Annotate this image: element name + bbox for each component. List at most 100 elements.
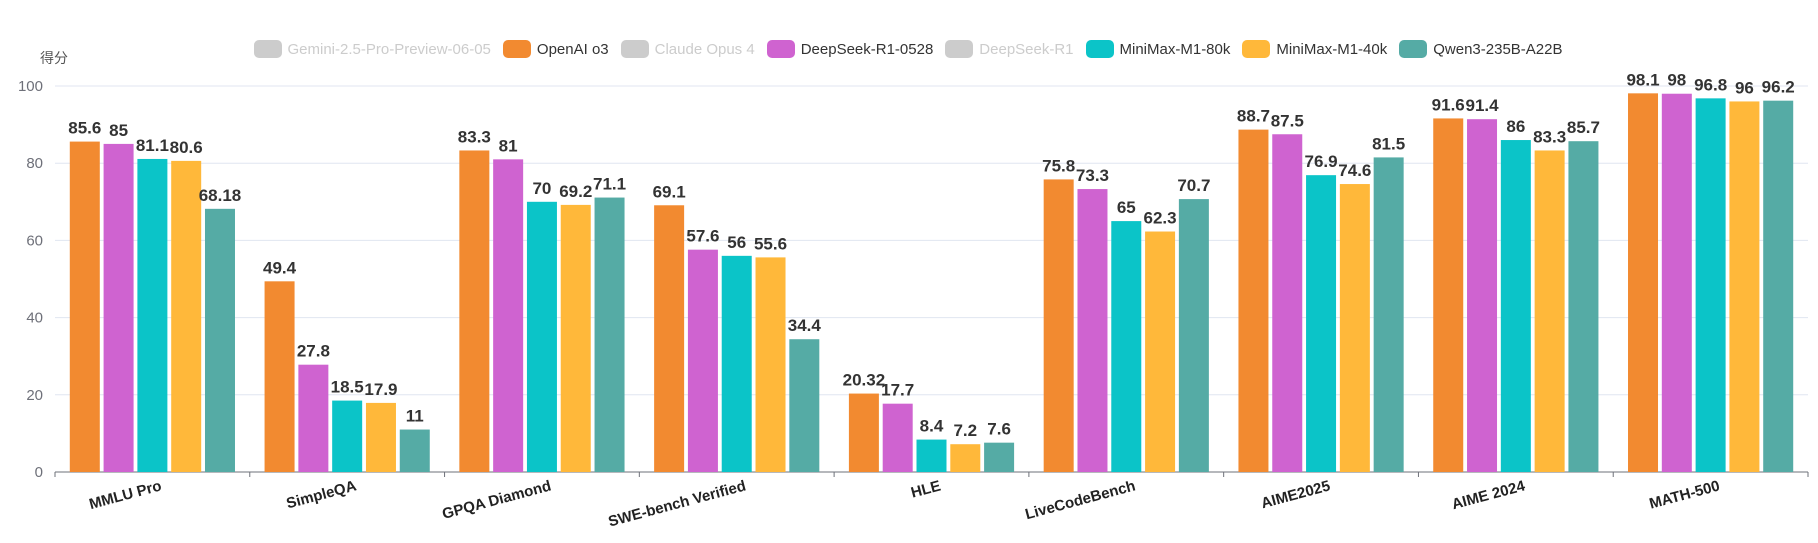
x-tick-label: MATH-500: [1647, 477, 1721, 512]
bar: [1500, 140, 1531, 473]
bar: [882, 403, 913, 472]
data-label: 69.1: [653, 182, 686, 201]
bar: [1568, 141, 1599, 472]
bar: [493, 159, 524, 472]
data-label: 70: [532, 179, 551, 198]
bar: [1111, 221, 1142, 472]
bar: [1373, 157, 1404, 472]
bar: [1306, 175, 1337, 472]
x-tick-label: GPQA Diamond: [440, 477, 553, 522]
bar: [1238, 129, 1269, 473]
data-label: 75.8: [1042, 156, 1075, 175]
data-label: 83.3: [1533, 127, 1566, 146]
y-tick-label: 20: [26, 387, 43, 404]
bar: [459, 150, 490, 472]
legend-swatch: [945, 40, 974, 58]
legend-swatch: [1242, 40, 1271, 58]
data-label: 49.4: [263, 258, 297, 277]
bar: [654, 205, 685, 473]
data-label: 56: [727, 233, 746, 252]
bar: [1628, 93, 1659, 473]
bar: [950, 444, 981, 472]
bar: [1178, 199, 1209, 472]
data-label: 81.1: [136, 136, 169, 155]
bar: [171, 160, 202, 472]
legend-label: DeepSeek-R1-0528: [800, 40, 934, 58]
data-label: 81.5: [1372, 134, 1405, 153]
data-label: 76.9: [1305, 152, 1338, 171]
x-tick-label: MMLU Pro: [87, 477, 163, 513]
bar: [365, 402, 396, 472]
bar: [1763, 100, 1794, 472]
bar: [1534, 150, 1565, 472]
y-tick-label: 100: [18, 78, 43, 95]
data-label: 86: [1506, 117, 1525, 136]
bar: [137, 158, 168, 473]
legend-swatch: [1399, 40, 1428, 58]
bar: [1043, 179, 1074, 473]
data-label: 96.8: [1694, 75, 1727, 94]
x-tick-label: AIME2025: [1259, 477, 1332, 512]
data-label: 18.5: [331, 378, 364, 397]
data-label: 70.7: [1177, 176, 1210, 195]
data-label: 27.8: [297, 342, 330, 361]
x-tick-label: HLE: [909, 477, 942, 501]
bar: [1467, 119, 1498, 473]
bar: [1145, 231, 1176, 472]
data-label: 62.3: [1144, 209, 1177, 228]
legend-item[interactable]: DeepSeek-R1-0528: [766, 40, 936, 58]
bar: [984, 442, 1015, 472]
bar: [848, 393, 879, 472]
data-label: 69.2: [559, 182, 592, 201]
data-label: 68.18: [199, 186, 242, 205]
legend-swatch: [253, 40, 282, 58]
bar: [687, 249, 718, 472]
data-label: 98.1: [1626, 70, 1659, 89]
legend-label: OpenAI o3: [536, 40, 609, 58]
bar: [103, 143, 134, 472]
bar: [721, 255, 752, 472]
y-tick-label: 0: [35, 464, 43, 481]
legend-swatch: [766, 40, 795, 58]
legend-item[interactable]: Gemini-2.5-Pro-Preview-06-05: [253, 40, 493, 58]
data-label: 11: [406, 407, 424, 426]
data-label: 87.5: [1271, 111, 1304, 130]
data-label: 17.9: [364, 380, 397, 399]
bar: [298, 364, 329, 472]
data-label: 55.6: [754, 234, 787, 253]
data-label: 91.6: [1432, 95, 1465, 114]
legend-item[interactable]: MiniMax-M1-80k: [1085, 40, 1233, 58]
x-tick-label: SimpleQA: [285, 477, 359, 512]
bar: [594, 197, 625, 472]
data-label: 83.3: [458, 127, 491, 146]
bar: [789, 339, 820, 472]
bar: [399, 429, 430, 472]
data-label: 71.1: [593, 175, 626, 194]
bar: [1433, 118, 1464, 472]
x-tick-label: SWE-bench Verified: [606, 477, 747, 530]
legend-swatch: [502, 40, 531, 58]
legend-label: MiniMax-M1-80k: [1119, 40, 1231, 58]
legend-item[interactable]: Claude Opus 4: [620, 40, 757, 58]
bar: [264, 281, 295, 472]
legend-item[interactable]: Qwen3-235B-A22B: [1399, 40, 1564, 58]
bar: [1695, 98, 1726, 473]
bar: [526, 201, 557, 473]
legend-label: Gemini-2.5-Pro-Preview-06-05: [287, 40, 491, 58]
legend-item[interactable]: DeepSeek-R1: [945, 40, 1075, 58]
bar: [332, 400, 363, 472]
legend-label: Qwen3-235B-A22B: [1433, 40, 1563, 58]
bar: [69, 141, 100, 473]
data-label: 81: [499, 136, 518, 155]
data-label: 85.6: [68, 119, 101, 138]
data-label: 74.6: [1338, 161, 1371, 180]
legend-swatch: [1085, 40, 1114, 58]
legend-item[interactable]: MiniMax-M1-40k: [1242, 40, 1389, 58]
bar: [204, 208, 235, 472]
data-label: 17.7: [881, 381, 914, 400]
data-label: 73.3: [1076, 166, 1109, 185]
data-label: 91.4: [1465, 96, 1499, 115]
data-label: 7.2: [953, 421, 977, 440]
legend-item[interactable]: OpenAI o3: [502, 40, 611, 58]
